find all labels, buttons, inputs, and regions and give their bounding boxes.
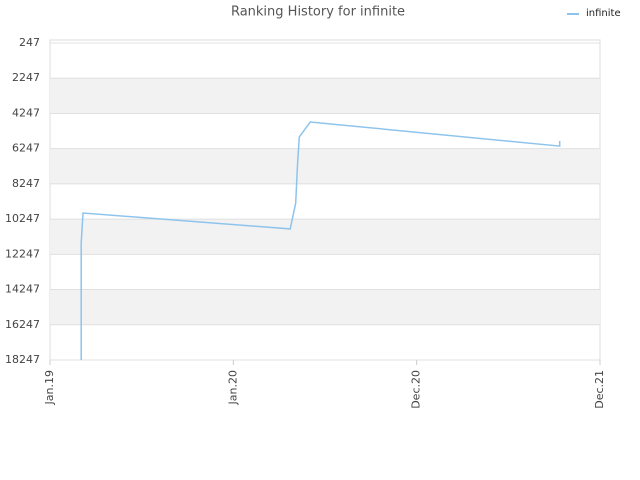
x-tick-label: Dec.20 bbox=[410, 370, 423, 409]
y-tick-label: 8247 bbox=[12, 177, 40, 190]
y-tick-label: 12247 bbox=[5, 247, 40, 260]
band bbox=[50, 219, 600, 255]
y-tick-label: 247 bbox=[19, 36, 40, 49]
band bbox=[50, 148, 600, 184]
x-tick-label: Dec.21 bbox=[593, 370, 606, 409]
x-tick-label: Jan.20 bbox=[226, 370, 239, 405]
y-tick-label: 6247 bbox=[12, 142, 40, 155]
legend-label: infinite bbox=[586, 8, 621, 19]
series-line bbox=[80, 121, 561, 360]
band bbox=[50, 78, 600, 114]
y-tick-label: 4247 bbox=[12, 106, 40, 119]
y-tick-label: 10247 bbox=[5, 212, 40, 225]
y-tick-label: 2247 bbox=[12, 71, 40, 84]
y-tick-label: 18247 bbox=[5, 353, 40, 366]
chart-title: Ranking History for infinite bbox=[231, 5, 405, 20]
band bbox=[50, 289, 600, 325]
x-tick-label: Jan.19 bbox=[43, 370, 56, 405]
y-tick-label: 16247 bbox=[5, 318, 40, 331]
y-tick-label: 14247 bbox=[5, 283, 40, 296]
